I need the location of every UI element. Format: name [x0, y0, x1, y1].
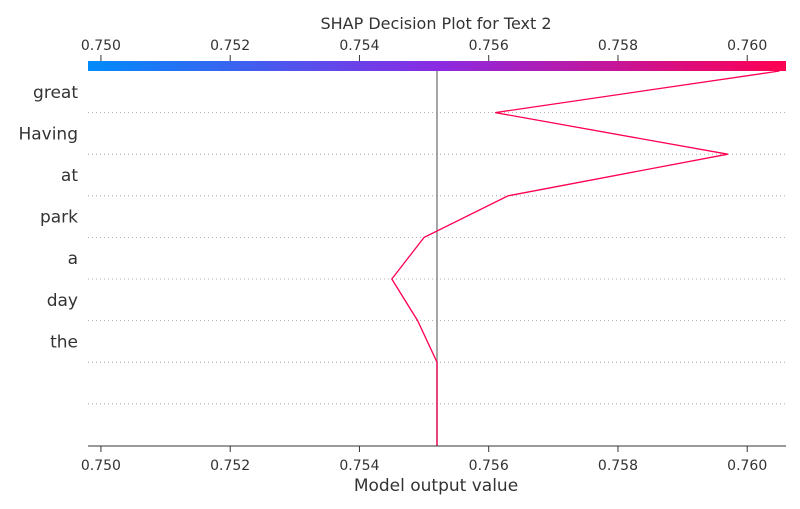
top-tick-label: 0.754 — [339, 38, 379, 54]
feature-label: great — [33, 83, 78, 103]
feature-label: at — [61, 166, 78, 186]
bottom-tick-label: 0.754 — [339, 458, 379, 474]
bottom-axis-ticks: 0.750 0.752 0.754 0.756 0.758 0.760 — [81, 446, 767, 474]
chart-title: SHAP Decision Plot for Text 2 — [320, 14, 551, 33]
feature-label: the — [50, 332, 78, 352]
feature-label: Having — [18, 124, 78, 144]
feature-label: a — [68, 249, 78, 269]
decision-path-line — [391, 70, 780, 446]
top-tick-label: 0.752 — [210, 38, 250, 54]
top-tick-label: 0.756 — [469, 38, 509, 54]
feature-label: park — [40, 208, 78, 228]
bottom-tick-label: 0.752 — [210, 458, 250, 474]
x-axis-label: Model output value — [354, 476, 518, 496]
top-tick-label: 0.758 — [598, 38, 638, 54]
colorbar — [88, 61, 786, 71]
top-tick-label: 0.750 — [81, 38, 121, 54]
bottom-tick-label: 0.750 — [81, 458, 121, 474]
bottom-tick-label: 0.756 — [469, 458, 509, 474]
feature-label: day — [47, 291, 78, 311]
bottom-tick-label: 0.760 — [727, 458, 767, 474]
top-tick-label: 0.760 — [727, 38, 767, 54]
bottom-tick-label: 0.758 — [598, 458, 638, 474]
feature-labels: great Having at park a day the — [18, 83, 78, 353]
top-axis-ticks: 0.750 0.752 0.754 0.756 0.758 0.760 — [81, 38, 767, 61]
